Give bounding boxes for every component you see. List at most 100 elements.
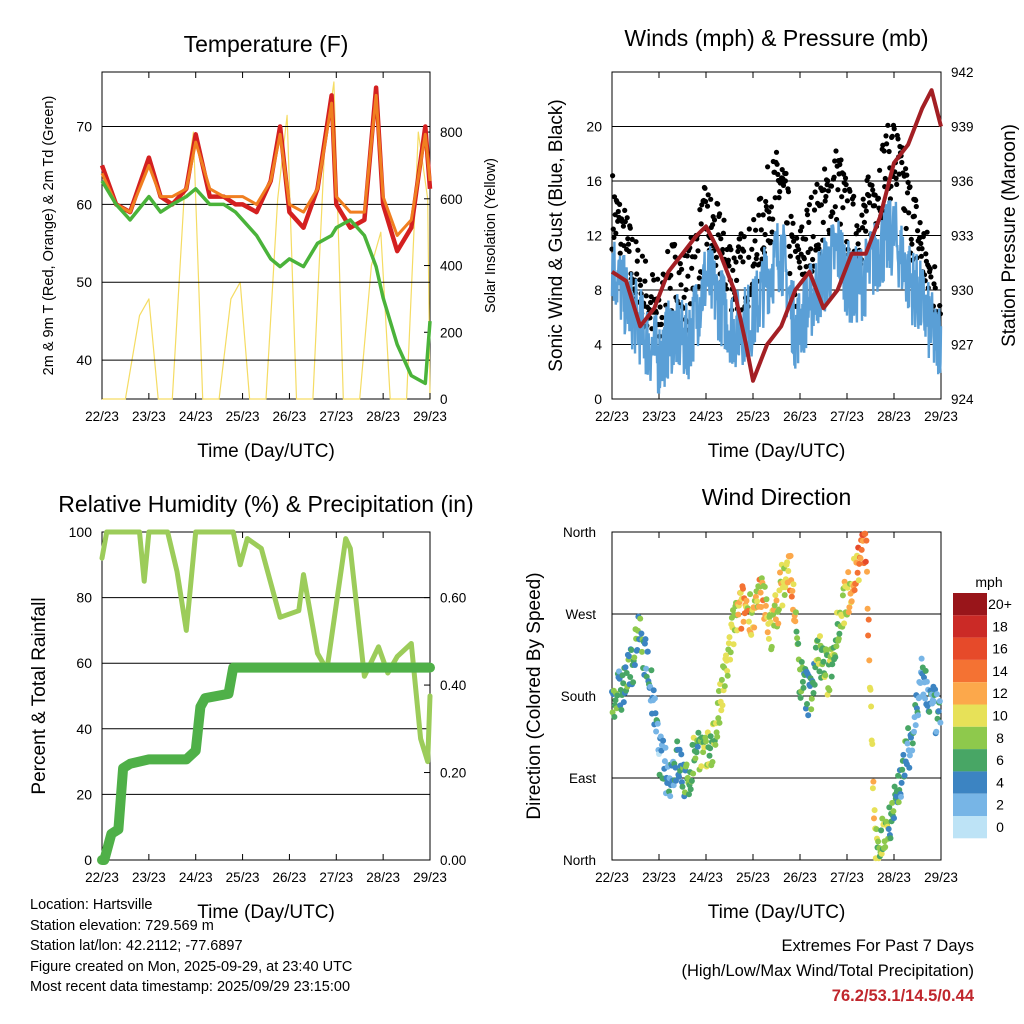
p2-y2tick-label: 930 <box>951 283 974 298</box>
p2-gust-point <box>811 207 818 213</box>
colorbar-swatch <box>953 637 987 660</box>
p2-gust-point <box>684 253 690 259</box>
p4-direction-point <box>810 690 817 696</box>
p2-gust-point <box>653 310 659 316</box>
p2-gust-point <box>869 182 875 188</box>
p2-gust-point <box>886 148 892 155</box>
p2-gust-point <box>870 187 876 193</box>
p2-gust-point <box>842 175 849 181</box>
p2-gust-point <box>679 266 685 272</box>
p2-gust-point <box>677 261 683 267</box>
p2-gust-point <box>907 184 913 190</box>
p3-xtick-label: 27/23 <box>319 870 353 885</box>
p2-ytick-label: 20 <box>586 119 602 135</box>
p2-ytick-label: 16 <box>586 173 602 189</box>
p4-direction-point <box>641 640 648 647</box>
colorbar-label: 16 <box>992 641 1008 657</box>
p2-gust-point <box>822 166 828 172</box>
p2-gust-point <box>855 241 861 247</box>
colorbar-swatch <box>953 704 987 727</box>
p4-direction-point <box>886 804 893 811</box>
p2-gust-point <box>882 175 888 182</box>
p2-gust-point <box>785 189 792 195</box>
p4-direction-point <box>855 577 862 584</box>
p4-direction-point <box>670 782 677 789</box>
p4-direction-point <box>652 710 659 717</box>
p2-gust-point <box>770 216 776 222</box>
p4-direction-point <box>773 597 780 604</box>
p4-direction-point <box>707 733 714 740</box>
p4-direction-point <box>721 683 728 690</box>
p2-gust-point <box>773 149 780 155</box>
p2-gust-point <box>821 187 827 193</box>
p2-ytick-label: 8 <box>594 282 602 298</box>
p1-y2tick-label: 800 <box>440 125 463 140</box>
colorbar-swatch <box>953 726 987 750</box>
p2-gust-point <box>733 259 739 265</box>
p4-direction-point <box>694 743 701 750</box>
p2-gust-point <box>872 203 878 209</box>
p4-direction-point <box>718 676 725 683</box>
p4-direction-point <box>617 687 624 693</box>
p4-direction-point <box>772 592 779 599</box>
p4-direction-point <box>906 752 913 759</box>
p4-xtick-label: 23/23 <box>642 870 676 885</box>
p4-direction-point <box>856 560 863 567</box>
p4-direction-point <box>743 597 750 604</box>
p4-direction-point <box>841 578 848 585</box>
station-location: Location: Hartsville <box>30 897 153 913</box>
p4-direction-point <box>811 681 818 688</box>
p4-direction-point <box>678 779 685 786</box>
colorbar-label: 18 <box>992 618 1008 634</box>
p2-gust-point <box>737 236 743 242</box>
p4-direction-point <box>931 698 937 705</box>
p2-gust-point <box>749 246 755 252</box>
p4-direction-point <box>901 772 908 779</box>
p2-gust-point <box>720 230 727 236</box>
p1-ytick-label: 40 <box>76 352 92 368</box>
p2-gust-point <box>741 234 747 240</box>
p2-gust-point <box>894 181 900 187</box>
colorbar-label: 14 <box>992 663 1008 679</box>
p3-xtick-label: 23/23 <box>132 870 166 885</box>
p2-gust-point <box>877 167 883 173</box>
p3-ytick-label: 20 <box>76 786 92 802</box>
p2-gust-point <box>866 193 872 199</box>
p4-direction-point <box>933 691 940 698</box>
p3-xtick-label: 22/23 <box>85 870 119 885</box>
p2-gust-point <box>854 223 860 229</box>
p4-direction-point <box>870 778 877 785</box>
p2-gust-point <box>665 248 671 255</box>
p2-gust-point <box>923 251 929 257</box>
p4-xtick-label: 26/23 <box>783 870 817 885</box>
p2-gust-point <box>678 282 684 288</box>
p4-direction-point <box>871 807 878 814</box>
p4-direction-point <box>799 678 806 685</box>
p1-xtick-label: 25/23 <box>226 409 260 424</box>
p2-gust-point <box>841 171 847 177</box>
p4-direction-point <box>784 559 791 566</box>
p2-gust-point <box>782 178 789 184</box>
p2-gust-point <box>833 148 839 154</box>
p2-gust-point <box>777 189 783 195</box>
p4-direction-point <box>858 546 865 553</box>
p2-gust-point <box>875 195 882 201</box>
p4-direction-point <box>771 602 778 609</box>
p4-direction-point <box>933 728 940 735</box>
p2-gust-point <box>789 234 795 240</box>
p2-gust-point <box>648 299 654 306</box>
p2-gust-point <box>633 239 639 245</box>
p2-gust-point <box>746 226 752 232</box>
p2-gust-point <box>885 122 891 128</box>
p2-gust-point <box>766 209 772 215</box>
p4-ylabel: Direction (Colored By Speed) <box>524 572 545 819</box>
p2-gust-point <box>799 224 805 230</box>
p2-gust-point <box>832 204 838 210</box>
p2-gust-point <box>655 276 661 282</box>
p4-direction-point <box>724 672 731 679</box>
p4-direction-point <box>650 687 657 694</box>
p4-direction-point <box>891 815 897 822</box>
p2-gust-point <box>672 241 678 248</box>
p2-gust-point <box>911 213 918 219</box>
p2-gust-point <box>917 220 923 226</box>
